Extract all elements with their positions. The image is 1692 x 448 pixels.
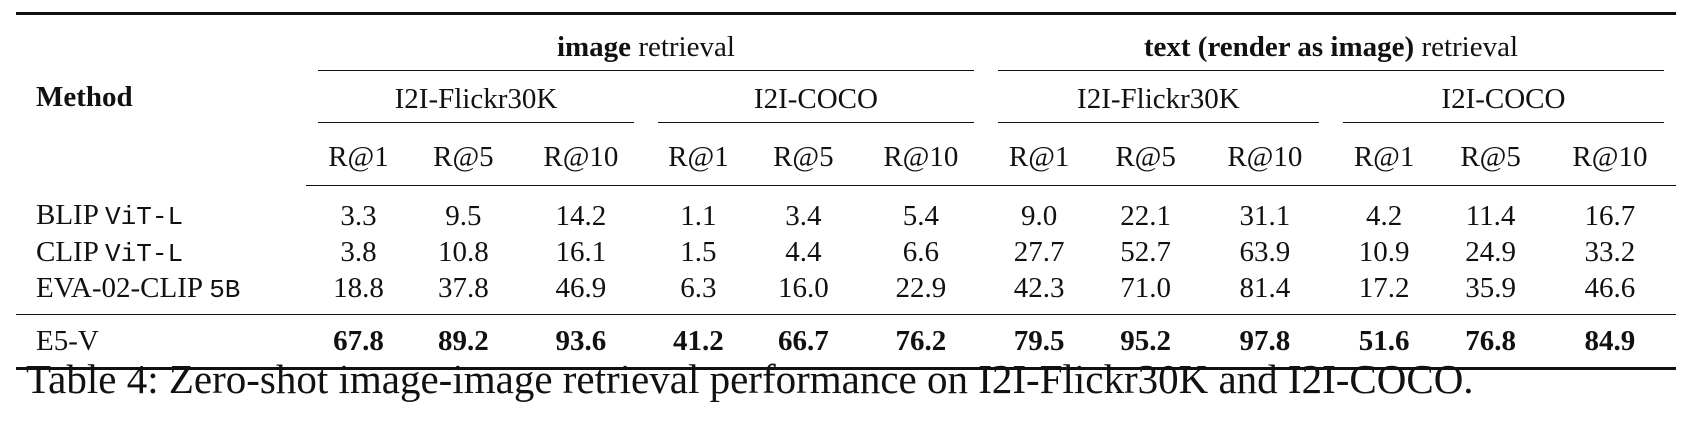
value-cell: 16.0 — [777, 271, 829, 304]
metric-header: R@10 — [1198, 129, 1331, 186]
value-cell: 4.2 — [1365, 199, 1403, 232]
value-cell: 22.9 — [895, 271, 947, 304]
value-cell: 17.2 — [1358, 271, 1410, 304]
value-cell: 3.8 — [340, 235, 377, 268]
subgroup-header: I2I-COCO — [646, 77, 986, 129]
group-header: image retrieval — [306, 14, 986, 78]
method-name: E5-V — [36, 324, 99, 357]
subgroup-label: I2I-Flickr30K — [318, 83, 634, 123]
metric-header: R@1 — [645, 129, 751, 186]
metric-header: R@1 — [306, 129, 411, 186]
value-cell: 4.4 — [785, 235, 822, 268]
value-cell: 3.4 — [785, 199, 822, 232]
value-cell: 6.6 — [902, 235, 939, 268]
method-cell: BLIP ViT-L — [16, 186, 306, 235]
value-cell: 16.1 — [555, 235, 607, 268]
metric-header: R@1 — [1330, 129, 1438, 186]
method-name: CLIP — [36, 235, 98, 268]
value-cell: 3.3 — [340, 199, 377, 232]
value-cell: 46.6 — [1584, 271, 1636, 304]
metric-header: R@5 — [1092, 129, 1199, 186]
subgroup-header: I2I-Flickr30K — [306, 77, 646, 129]
group-rest: retrieval — [638, 31, 735, 63]
value-cell: 6.3 — [680, 271, 717, 304]
value-cell: 11.4 — [1465, 199, 1516, 232]
metric-header: R@5 — [1437, 129, 1544, 186]
subgroup-label: I2I-COCO — [1342, 83, 1664, 123]
value-cell: 66.7 — [750, 314, 856, 369]
method-variant: ViT-L — [105, 238, 184, 269]
value-cell: 33.2 — [1584, 235, 1636, 268]
value-cell: 37.8 — [438, 271, 489, 304]
subgroup-label: I2I-COCO — [657, 83, 974, 123]
subgroup-header-row: I2I-Flickr30K I2I-COCO I2I-Flickr30K I2I-CO… — [16, 77, 1676, 129]
group-header-row: Method image retrieval text (render as im… — [16, 14, 1676, 113]
method-cell: E5-V — [16, 314, 306, 369]
method-variant: ViT-L — [105, 202, 184, 233]
value-cell: 18.8 — [333, 271, 384, 304]
value-cell: 71.0 — [1120, 271, 1171, 304]
value-cell: 63.9 — [1239, 235, 1291, 268]
value-cell: 1.1 — [680, 199, 717, 232]
value-cell: 89.2 — [410, 314, 516, 369]
metric-header: R@1 — [985, 129, 1093, 186]
value-cell: 95.2 — [1092, 314, 1199, 369]
method-header: Method — [36, 80, 133, 113]
group-underline: image retrieval — [318, 31, 974, 71]
value-cell: 79.5 — [985, 314, 1093, 369]
method-variant: 5B — [209, 274, 241, 305]
group-header: text (render as image) retrieval — [986, 14, 1676, 78]
table-row: CLIP ViT-L 3.8 10.8 16.1 1.5 4.4 6.6 27.7 52.7 63… — [16, 234, 1676, 270]
subgroup-header: I2I-Flickr30K — [986, 77, 1331, 129]
metric-header: R@10 — [515, 129, 646, 186]
value-cell: 22.1 — [1120, 199, 1171, 232]
value-cell: 52.7 — [1120, 235, 1171, 268]
value-cell: 27.7 — [1013, 235, 1065, 268]
group-rest: retrieval — [1421, 31, 1519, 63]
table-body: BLIP ViT-L 3.3 9.5 14.2 1.1 3.4 5.4 9.0 22.1 31.1… — [16, 186, 1676, 369]
value-cell: 9.5 — [445, 199, 482, 232]
value-cell: 24.9 — [1465, 235, 1516, 268]
metric-header: R@5 — [410, 129, 516, 186]
group-bold: text (render as image) — [1143, 31, 1415, 63]
table-row: E5-V 67.8 89.2 93.6 41.2 66.7 76.2 79.5 95.2 97.8… — [16, 314, 1676, 369]
table-row: BLIP ViT-L 3.3 9.5 14.2 1.1 3.4 5.4 9.0 22.1 31.1… — [16, 186, 1676, 235]
metric-header-row: R@1 R@5 R@10 R@1 R@5 R@10 R@1 R@5 R@10 R@1 R@5 R@10 — [16, 129, 1676, 186]
caption: Table 4: Zero-shot image-image retrieval… — [26, 356, 1474, 402]
value-cell: 5.4 — [902, 199, 939, 232]
results-table: Method image retrieval text (render as im… — [16, 12, 1676, 370]
method-cell: CLIP ViT-L — [16, 234, 306, 270]
subgroup-header: I2I-COCO — [1331, 77, 1676, 129]
value-cell: 84.9 — [1543, 314, 1676, 369]
value-cell: 10.8 — [438, 235, 489, 268]
value-cell: 14.2 — [555, 199, 607, 232]
value-cell: 46.9 — [555, 271, 607, 304]
metric-header: R@5 — [750, 129, 856, 186]
value-cell: 16.7 — [1584, 199, 1636, 232]
value-cell: 1.5 — [680, 235, 717, 268]
method-name: BLIP — [36, 199, 98, 232]
value-cell: 10.9 — [1358, 235, 1410, 268]
value-cell: 31.1 — [1239, 199, 1291, 232]
metric-header: R@10 — [1543, 129, 1676, 186]
value-cell: 35.9 — [1465, 271, 1516, 304]
value-cell: 81.4 — [1239, 271, 1291, 304]
value-cell: 93.6 — [515, 314, 646, 369]
metric-header: R@10 — [855, 129, 986, 186]
method-name: EVA-02-CLIP — [36, 271, 202, 304]
subgroup-label: I2I-Flickr30K — [997, 83, 1319, 123]
value-cell: 42.3 — [1013, 271, 1065, 304]
value-cell: 41.2 — [645, 314, 751, 369]
value-cell: 97.8 — [1198, 314, 1331, 369]
value-cell: 76.8 — [1437, 314, 1544, 369]
value-cell: 67.8 — [306, 314, 411, 369]
table-row: EVA-02-CLIP 5B 18.8 37.8 46.9 6.3 16.0 22.9 42.… — [16, 270, 1676, 315]
group-bold: image — [556, 31, 632, 63]
method-cell: EVA-02-CLIP 5B — [16, 270, 306, 315]
value-cell: 76.2 — [855, 314, 986, 369]
group-underline: text (render as image) retrieval — [997, 31, 1664, 71]
value-cell: 9.0 — [1021, 199, 1058, 232]
value-cell: 51.6 — [1330, 314, 1438, 369]
